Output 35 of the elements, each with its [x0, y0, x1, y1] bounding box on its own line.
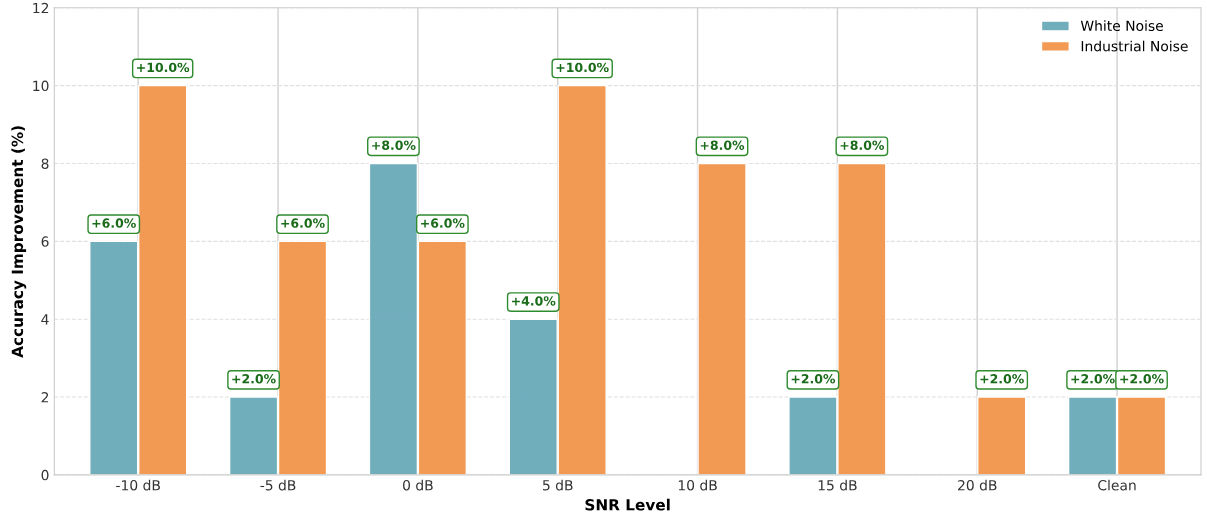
- y-axis-title: Accuracy Improvement (%): [11, 126, 27, 358]
- x-tick-label: 15 dB: [818, 479, 857, 491]
- y-tick-label: 0: [41, 469, 49, 481]
- y-tick-label: 4: [41, 314, 49, 325]
- bar: [697, 162, 747, 475]
- y-tick-label: 12: [33, 2, 49, 14]
- data-label: +10.0%: [556, 62, 609, 73]
- data-label: +2.0%: [232, 374, 276, 384]
- x-tick-label: 0 dB: [403, 479, 433, 491]
- data-label: +10.0%: [137, 62, 190, 73]
- x-tick-label: Clean: [1098, 479, 1136, 491]
- data-label: +8.0%: [840, 140, 885, 150]
- legend-label: White Noise: [1080, 20, 1163, 32]
- data-label: +6.0%: [281, 218, 325, 228]
- bar: [977, 396, 1027, 475]
- x-tick-label: -5 dB: [260, 479, 296, 491]
- data-label: +2.0%: [1071, 374, 1115, 384]
- y-tick-label: 8: [41, 158, 49, 169]
- data-label: +6.0%: [92, 218, 136, 228]
- x-tick-label: 10 dB: [678, 479, 717, 491]
- x-tick-label: 5 dB: [543, 479, 573, 491]
- data-label: +4.0%: [512, 296, 556, 306]
- y-tick-label: 2: [41, 392, 49, 403]
- legend-label: Industrial Noise: [1081, 40, 1188, 52]
- y-tick-label: 10: [33, 80, 49, 92]
- data-label: +2.0%: [791, 374, 836, 384]
- x-tick-label: 20 dB: [958, 479, 997, 491]
- data-label: +2.0%: [980, 374, 1024, 384]
- data-label: +8.0%: [372, 140, 416, 150]
- data-label: +6.0%: [421, 218, 465, 228]
- x-tick-label: -10 dB: [116, 479, 160, 491]
- data-label: +2.0%: [1120, 374, 1164, 384]
- y-tick-label: 6: [41, 236, 49, 247]
- x-axis-title: SNR Level: [585, 498, 670, 511]
- data-label: +8.0%: [700, 140, 745, 150]
